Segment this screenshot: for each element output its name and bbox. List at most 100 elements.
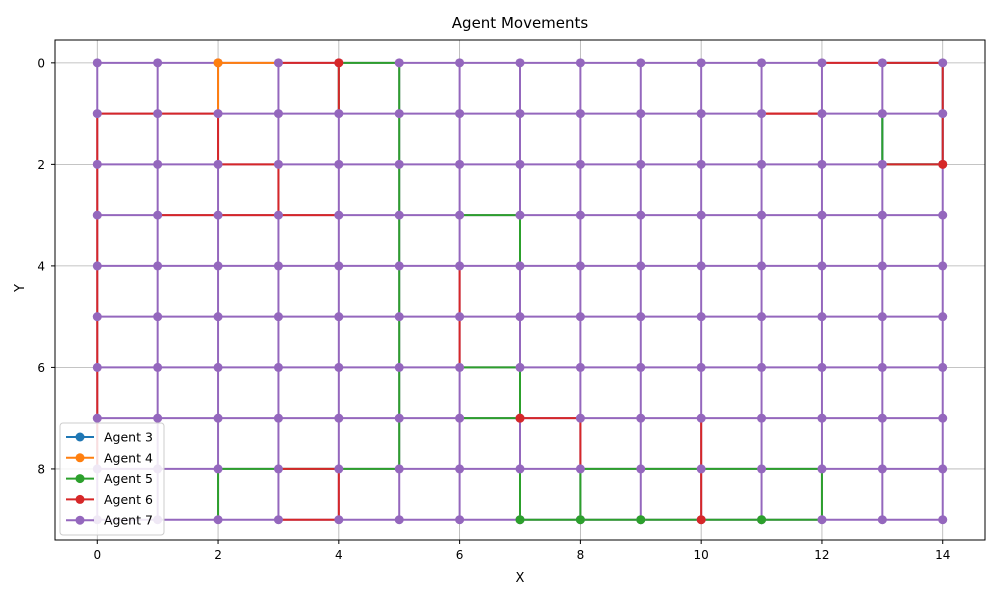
grid-marker — [334, 210, 344, 220]
x-tick-label: 4 — [335, 548, 343, 562]
grid-marker — [877, 515, 887, 525]
grid-marker — [575, 362, 585, 372]
grid-marker — [153, 261, 163, 271]
grid-marker — [153, 413, 163, 423]
grid-marker — [696, 312, 706, 322]
grid-marker — [938, 109, 948, 119]
grid-marker — [636, 210, 646, 220]
grid-marker — [515, 109, 525, 119]
grid-marker — [817, 413, 827, 423]
grid-marker — [877, 464, 887, 474]
grid-marker — [273, 261, 283, 271]
grid-marker — [817, 261, 827, 271]
grid-marker — [515, 58, 525, 68]
grid-marker — [455, 109, 465, 119]
y-tick-label: 0 — [37, 56, 45, 70]
grid-marker — [938, 312, 948, 322]
grid-marker — [455, 464, 465, 474]
x-tick-label: 8 — [577, 548, 585, 562]
x-tick-label: 6 — [456, 548, 464, 562]
markers — [92, 58, 948, 525]
grid-marker — [575, 58, 585, 68]
grid-marker — [877, 58, 887, 68]
legend-item: Agent 5 — [66, 471, 153, 486]
legend-item: Agent 7 — [66, 513, 153, 528]
grid-marker — [575, 261, 585, 271]
grid-marker — [817, 159, 827, 169]
grid-marker — [334, 312, 344, 322]
y-tick-label: 2 — [37, 158, 45, 172]
y-axis-label: Y — [13, 284, 28, 293]
grid-marker — [273, 413, 283, 423]
grid-marker — [938, 261, 948, 271]
grid-marker — [515, 312, 525, 322]
y-tick-label: 6 — [37, 361, 45, 375]
legend-box — [59, 422, 165, 536]
grid-marker — [636, 312, 646, 322]
grid-marker — [334, 261, 344, 271]
legend-item: Agent 6 — [66, 492, 153, 507]
axes-border — [54, 39, 986, 541]
grid-marker — [757, 362, 767, 372]
grid-marker — [394, 210, 404, 220]
grid-marker — [92, 109, 102, 119]
grid-marker — [696, 210, 706, 220]
grid-marker — [938, 464, 948, 474]
grid-marker — [394, 261, 404, 271]
grid-marker — [455, 312, 465, 322]
grid-marker — [877, 210, 887, 220]
grid-marker — [455, 515, 465, 525]
grid-marker — [938, 413, 948, 423]
legend-marker — [75, 432, 85, 442]
marker-agent-6 — [938, 159, 948, 169]
grid-marker — [817, 109, 827, 119]
grid-marker — [575, 210, 585, 220]
axes-frame — [54, 39, 986, 541]
grid-marker — [455, 261, 465, 271]
grid-marker — [213, 464, 223, 474]
grid-marker — [757, 109, 767, 119]
grid-marker — [757, 58, 767, 68]
grid-marker — [757, 312, 767, 322]
grid-marker — [575, 159, 585, 169]
grid-marker — [153, 362, 163, 372]
grid-marker — [153, 312, 163, 322]
legend-label: Agent 4 — [104, 450, 153, 465]
grid-marker — [394, 464, 404, 474]
grid-marker — [153, 58, 163, 68]
grid-marker — [273, 109, 283, 119]
grid-marker — [334, 362, 344, 372]
x-tick-label: 14 — [935, 548, 950, 562]
grid-marker — [636, 261, 646, 271]
grid-marker — [696, 413, 706, 423]
series-agent-4 — [217, 61, 279, 114]
grid-marker — [273, 515, 283, 525]
grid-marker — [817, 362, 827, 372]
legend-marker — [75, 515, 85, 525]
grid-marker — [575, 312, 585, 322]
grid-marker — [92, 159, 102, 169]
grid-marker — [92, 210, 102, 220]
grid-marker — [455, 58, 465, 68]
grid-marker — [817, 464, 827, 474]
grid-marker — [455, 413, 465, 423]
grid-marker — [636, 109, 646, 119]
grid-marker — [938, 58, 948, 68]
grid-marker — [213, 261, 223, 271]
grid-marker — [817, 210, 827, 220]
grid-marker — [515, 159, 525, 169]
grid-marker — [696, 362, 706, 372]
grid-marker — [877, 109, 887, 119]
grid-marker — [877, 413, 887, 423]
grid-marker — [394, 109, 404, 119]
grid-marker — [92, 312, 102, 322]
grid-marker — [696, 464, 706, 474]
grid-marker — [455, 362, 465, 372]
grid-marker — [334, 413, 344, 423]
marker-agent-4 — [213, 58, 223, 68]
grid-marker — [757, 464, 767, 474]
grid-marker — [394, 362, 404, 372]
grid-marker — [153, 159, 163, 169]
grid-marker — [334, 109, 344, 119]
